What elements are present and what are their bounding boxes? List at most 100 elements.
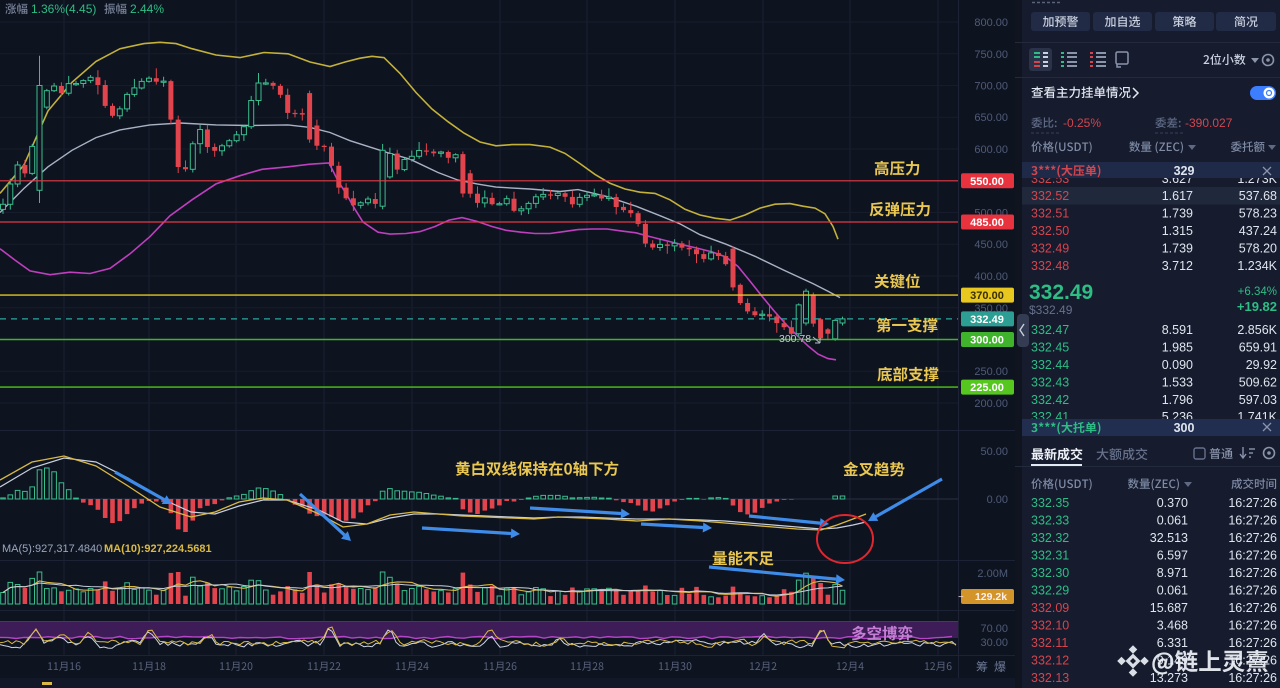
- svg-text:0.090: 0.090: [1162, 358, 1193, 372]
- svg-text:750.00: 750.00: [974, 49, 1008, 61]
- svg-text:332.41: 332.41: [1031, 410, 1069, 424]
- svg-text:0.061: 0.061: [1157, 584, 1188, 598]
- svg-text:1.617: 1.617: [1162, 189, 1193, 203]
- svg-text:6.597: 6.597: [1157, 549, 1188, 563]
- svg-text:32.513: 32.513: [1150, 531, 1188, 545]
- svg-text:+6.34%: +6.34%: [1238, 286, 1277, 298]
- svg-text:332.35: 332.35: [1031, 496, 1069, 510]
- svg-text:485.00: 485.00: [970, 217, 1004, 229]
- svg-text:329: 329: [1174, 164, 1195, 178]
- svg-text:332.09: 332.09: [1031, 601, 1069, 615]
- svg-text:332.30: 332.30: [1031, 566, 1069, 580]
- svg-text:0.061: 0.061: [1157, 514, 1188, 528]
- svg-text:1.315: 1.315: [1162, 224, 1193, 238]
- svg-text:578.23: 578.23: [1239, 207, 1277, 221]
- svg-text:332.31: 332.31: [1031, 549, 1069, 563]
- svg-text:332.49: 332.49: [1029, 281, 1093, 304]
- svg-text:8.971: 8.971: [1157, 566, 1188, 580]
- svg-text:332.33: 332.33: [1031, 514, 1069, 528]
- svg-text:16:27:26: 16:27:26: [1228, 636, 1277, 650]
- svg-text:300: 300: [1174, 421, 1195, 435]
- svg-text:332.13: 332.13: [1031, 671, 1069, 685]
- svg-text:50.00: 50.00: [980, 446, 1008, 458]
- svg-text:MA(10):927,224.5681: MA(10):927,224.5681: [104, 543, 212, 555]
- svg-text:225.00: 225.00: [970, 382, 1004, 394]
- svg-text:332.10: 332.10: [1031, 619, 1069, 633]
- svg-text:332.47: 332.47: [1031, 323, 1069, 337]
- svg-text:332.48: 332.48: [1031, 259, 1069, 273]
- svg-text:200.00: 200.00: [974, 398, 1008, 410]
- svg-text:8.591: 8.591: [1162, 323, 1193, 337]
- svg-text:1.739: 1.739: [1162, 242, 1193, 256]
- svg-text:16:27:26: 16:27:26: [1228, 601, 1277, 615]
- svg-text:−: −: [958, 592, 964, 603]
- svg-text:1.985: 1.985: [1162, 341, 1193, 355]
- svg-text:400.00: 400.00: [974, 271, 1008, 283]
- svg-text:6.331: 6.331: [1157, 636, 1188, 650]
- svg-text:332.53: 332.53: [1031, 172, 1069, 186]
- svg-text:-390.027: -390.027: [1185, 116, 1233, 130]
- svg-text:509.62: 509.62: [1239, 376, 1277, 390]
- svg-text:3.627: 3.627: [1162, 172, 1193, 186]
- svg-text:1.533: 1.533: [1162, 376, 1193, 390]
- svg-text:16:27:26: 16:27:26: [1228, 514, 1277, 528]
- svg-text:+19.82: +19.82: [1237, 299, 1277, 314]
- svg-text:300.00: 300.00: [970, 335, 1004, 347]
- svg-text:332.42: 332.42: [1031, 393, 1069, 407]
- svg-text:70.00: 70.00: [980, 623, 1008, 635]
- svg-text:1.36%(4.45): 1.36%(4.45): [31, 2, 96, 16]
- svg-text:597.03: 597.03: [1239, 393, 1277, 407]
- svg-text:332.50: 332.50: [1031, 224, 1069, 238]
- svg-text:332.49: 332.49: [1031, 242, 1069, 256]
- svg-text:16:27:26: 16:27:26: [1228, 531, 1277, 545]
- svg-text:1.234K: 1.234K: [1237, 259, 1277, 273]
- svg-text:332.49: 332.49: [970, 314, 1004, 326]
- svg-text:700.00: 700.00: [974, 81, 1008, 93]
- svg-text:30.00: 30.00: [980, 637, 1008, 649]
- svg-text:550.00: 550.00: [970, 176, 1004, 188]
- svg-text:332.52: 332.52: [1031, 189, 1069, 203]
- svg-text:$332.49: $332.49: [1029, 303, 1073, 317]
- svg-text:332.32: 332.32: [1031, 531, 1069, 545]
- svg-text:1.739: 1.739: [1162, 207, 1193, 221]
- svg-text:15.687: 15.687: [1150, 601, 1188, 615]
- svg-text:2.856K: 2.856K: [1237, 323, 1277, 337]
- svg-text:2.00M: 2.00M: [977, 568, 1008, 580]
- svg-text:16:27:26: 16:27:26: [1228, 496, 1277, 510]
- svg-text:5.236: 5.236: [1162, 410, 1193, 424]
- svg-text:450.00: 450.00: [974, 239, 1008, 251]
- svg-text:600.00: 600.00: [974, 144, 1008, 156]
- svg-text:1.273K: 1.273K: [1237, 172, 1277, 186]
- svg-text:-0.25%: -0.25%: [1063, 116, 1101, 130]
- svg-text:332.51: 332.51: [1031, 207, 1069, 221]
- svg-text:332.43: 332.43: [1031, 376, 1069, 390]
- svg-text:129.2k: 129.2k: [975, 591, 1007, 603]
- svg-text:332.44: 332.44: [1031, 358, 1069, 372]
- svg-text:29.92: 29.92: [1246, 358, 1277, 372]
- svg-text:650.00: 650.00: [974, 112, 1008, 124]
- svg-text:16:27:26: 16:27:26: [1228, 671, 1277, 685]
- svg-text:537.68: 537.68: [1239, 189, 1277, 203]
- svg-text:0.370: 0.370: [1157, 496, 1188, 510]
- svg-text:3.468: 3.468: [1157, 619, 1188, 633]
- svg-text:13.273: 13.273: [1150, 671, 1188, 685]
- svg-text:332.29: 332.29: [1031, 584, 1069, 598]
- svg-text:332.45: 332.45: [1031, 341, 1069, 355]
- svg-text:16:27:26: 16:27:26: [1228, 566, 1277, 580]
- svg-text:16:27:26: 16:27:26: [1228, 584, 1277, 598]
- svg-text:0.00: 0.00: [987, 494, 1008, 506]
- svg-text:2.44%: 2.44%: [130, 2, 164, 16]
- svg-text:1.741K: 1.741K: [1237, 410, 1277, 424]
- svg-text:659.91: 659.91: [1239, 341, 1277, 355]
- svg-text:300.78: 300.78: [779, 333, 811, 345]
- svg-text:16:27:26: 16:27:26: [1228, 549, 1277, 563]
- svg-text:16:27:26: 16:27:26: [1228, 619, 1277, 633]
- svg-text:800.00: 800.00: [974, 17, 1008, 29]
- svg-text:MA(5):927,317.4840: MA(5):927,317.4840: [2, 543, 102, 555]
- svg-text:332.12: 332.12: [1031, 654, 1069, 668]
- svg-text:1.796: 1.796: [1162, 393, 1193, 407]
- svg-text:437.24: 437.24: [1239, 224, 1277, 238]
- svg-text:250.00: 250.00: [974, 366, 1008, 378]
- svg-text:370.00: 370.00: [970, 290, 1004, 302]
- svg-text:332.11: 332.11: [1031, 636, 1068, 650]
